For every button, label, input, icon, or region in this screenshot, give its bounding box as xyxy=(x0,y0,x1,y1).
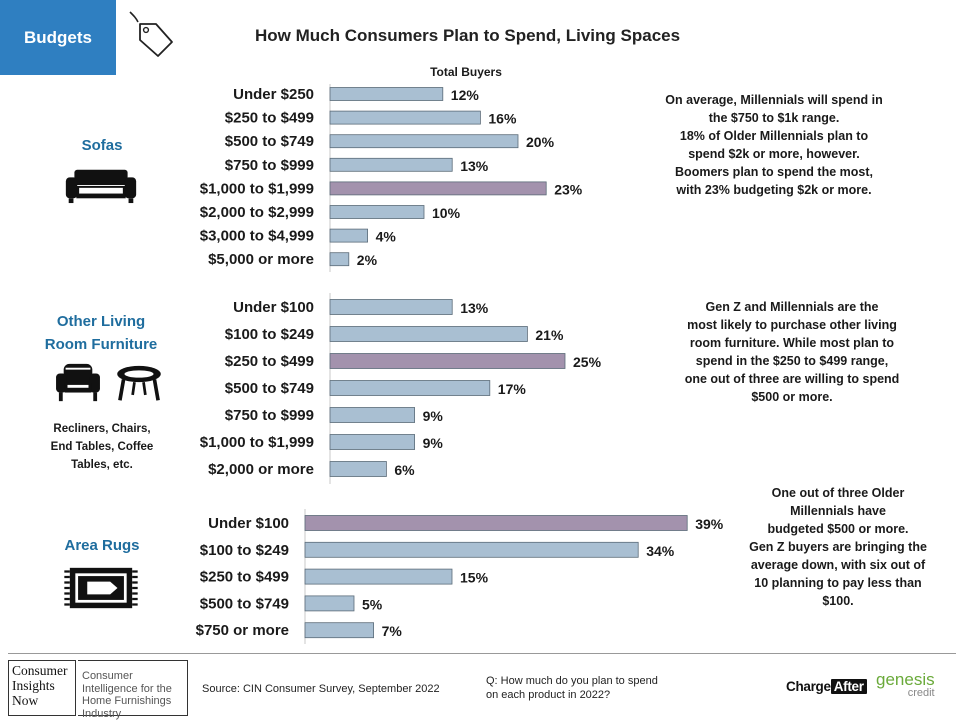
sofas-value-label: 10% xyxy=(432,205,461,221)
sofas-value-label: 16% xyxy=(488,111,517,127)
budgets-tab: Budgets xyxy=(0,0,116,75)
sofas-category-label: $500 to $749 xyxy=(225,133,314,150)
rugs-value-label: 5% xyxy=(362,596,383,612)
furniture-subtitle-line3: Tables, etc. xyxy=(71,459,133,471)
rugs-value-label: 34% xyxy=(646,543,675,559)
logo-line-1: Consumer xyxy=(12,663,68,678)
sofas-bar xyxy=(329,157,453,172)
furniture-category-label: $2,000 or more xyxy=(208,461,314,478)
sofas-bar xyxy=(329,110,481,125)
cin-tagline: Consumer Intelligence for the Home Furni… xyxy=(78,660,188,720)
sofas-value-label: 12% xyxy=(451,87,480,103)
sofas-category-label: $2,000 to $2,999 xyxy=(200,204,314,221)
source-note: Source: CIN Consumer Survey, September 2… xyxy=(202,683,440,695)
furniture-bar xyxy=(329,407,415,423)
sofas-value-label: 23% xyxy=(554,181,583,197)
rugs-value-label: 7% xyxy=(382,623,403,639)
rugs-category-label: $500 to $749 xyxy=(200,595,289,612)
furniture-value-label: 6% xyxy=(394,462,415,478)
rugs-bar xyxy=(304,622,374,639)
rugs-bar xyxy=(304,595,355,612)
rugs-value-label: 15% xyxy=(460,570,489,586)
furniture-category-label: $250 to $499 xyxy=(225,353,314,370)
rug-icon xyxy=(64,567,138,609)
logo-line-3: Now xyxy=(12,693,39,708)
furniture-value-label: 9% xyxy=(423,408,444,424)
furniture-bar xyxy=(329,326,528,342)
furniture-value-label: 9% xyxy=(423,435,444,451)
rugs-section-title: Area Rugs xyxy=(64,537,140,554)
page-title: How Much Consumers Plan to Spend, Living… xyxy=(255,26,681,45)
furniture-category-label: $500 to $749 xyxy=(225,380,314,397)
sofas-category-label: $750 to $999 xyxy=(225,157,314,174)
genesis-credit-logo: genesis credit xyxy=(876,670,935,699)
furniture-bar xyxy=(329,353,566,369)
sofas-bar xyxy=(329,228,368,243)
furniture-category-label: $100 to $249 xyxy=(225,326,314,343)
sofas-value-label: 4% xyxy=(376,229,397,245)
survey-question: Q: How much do you plan to spend on each… xyxy=(486,675,658,701)
coffee-table-icon xyxy=(117,365,161,401)
furniture-category-label: $1,000 to $1,999 xyxy=(200,434,314,451)
sofas-section-title: Sofas xyxy=(81,137,123,154)
rugs-category-label: Under $100 xyxy=(208,515,289,532)
consumer-insights-now-logo: Consumer Insights Now xyxy=(8,660,76,716)
sofas-value-label: 20% xyxy=(526,134,555,150)
armchair-icon xyxy=(56,363,100,402)
sofas-bar xyxy=(329,205,425,219)
price-tag-icon xyxy=(129,11,173,57)
rugs-category-label: $250 to $499 xyxy=(200,569,289,586)
rugs-category-label: $100 to $249 xyxy=(200,542,289,559)
furniture-value-label: 21% xyxy=(535,327,564,343)
sofas-category-label: $3,000 to $4,999 xyxy=(200,228,314,245)
rugs-bar xyxy=(304,568,453,585)
rugs-value-label: 39% xyxy=(695,516,724,532)
sofas-note: On average, Millennials will spend in th… xyxy=(665,93,883,197)
sofas-category-label: $250 to $499 xyxy=(225,110,314,127)
furniture-category-label: $750 to $999 xyxy=(225,407,314,424)
furniture-subtitle-line2: End Tables, Coffee xyxy=(50,441,154,453)
furniture-subtitle-line1: Recliners, Chairs, xyxy=(53,423,151,435)
sofas-bar xyxy=(329,252,350,267)
total-buyers-header: Total Buyers xyxy=(430,65,502,79)
sofas-bar xyxy=(329,87,444,101)
genesis-credit-word: credit xyxy=(907,687,935,699)
logo-line-2: Insights xyxy=(12,678,55,693)
sofas-category-label: $5,000 or more xyxy=(208,251,314,268)
chargeafter-logo: Charge After xyxy=(786,679,867,694)
genesis-word: genesis xyxy=(876,670,935,689)
chargeafter-charge: Charge xyxy=(786,679,831,694)
rugs-note: One out of three Older Millennials have … xyxy=(749,486,927,608)
sofas-category-label: $1,000 to $1,999 xyxy=(200,180,314,197)
chargeafter-after: After xyxy=(830,679,867,694)
rugs-bar xyxy=(304,515,688,531)
furniture-note: Gen Z and Millennials are the most likel… xyxy=(684,300,900,404)
furniture-bar xyxy=(329,380,491,396)
furniture-value-label: 25% xyxy=(573,354,602,370)
sofas-bar xyxy=(329,134,519,149)
furniture-value-label: 17% xyxy=(498,381,527,397)
sofas-value-label: 2% xyxy=(357,252,378,268)
furniture-bar xyxy=(329,299,453,315)
furniture-bar xyxy=(329,434,415,450)
sofas-bar xyxy=(329,181,547,196)
footer-divider xyxy=(8,653,956,654)
rugs-category-label: $750 or more xyxy=(196,622,289,639)
furniture-section-title-line2: Room Furniture xyxy=(44,336,158,353)
furniture-bar xyxy=(329,461,387,477)
furniture-section-title-line1: Other Living xyxy=(56,313,146,330)
rugs-bar xyxy=(304,541,639,558)
sofa-icon xyxy=(65,169,137,204)
furniture-value-label: 13% xyxy=(460,300,489,316)
furniture-category-label: Under $100 xyxy=(233,299,314,316)
sofas-category-label: Under $250 xyxy=(233,86,314,103)
sofas-value-label: 13% xyxy=(460,158,489,174)
